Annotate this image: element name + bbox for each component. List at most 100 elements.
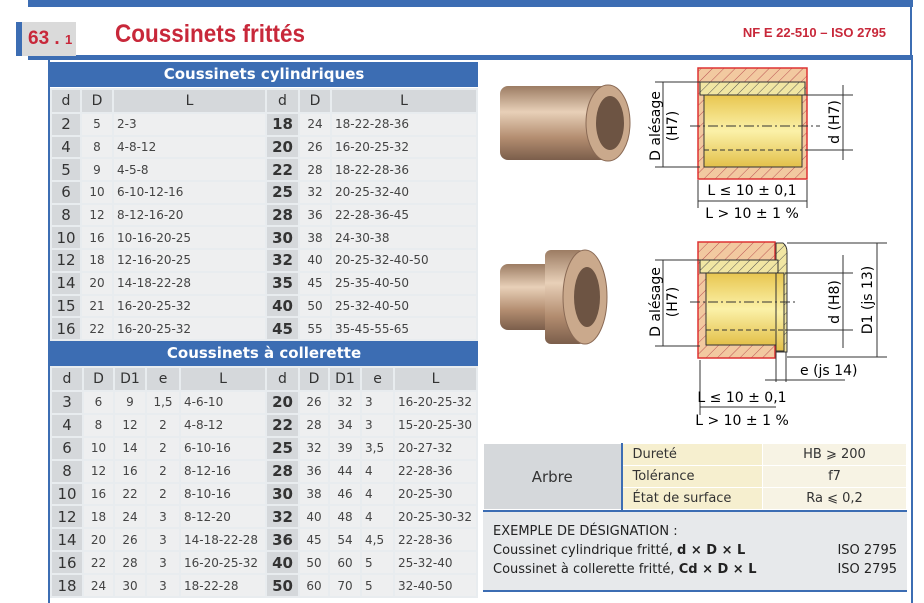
- header-border: [28, 55, 913, 60]
- column-header: D: [298, 366, 330, 392]
- table-cell: 25-35-40-50: [330, 270, 478, 296]
- table-cell: 40: [265, 550, 300, 576]
- collerette-title: Coussinets à collerette: [50, 341, 478, 366]
- column-header: L: [330, 88, 478, 114]
- col-length-1: L ≤ 10 ± 0,1: [697, 390, 786, 406]
- table-cell: 36: [298, 202, 332, 228]
- table-cell: 3: [50, 390, 84, 415]
- table-cell: 4-6-10: [179, 390, 267, 415]
- cyl-bore-tol: (H7): [665, 111, 681, 141]
- table-cell: 20: [265, 134, 300, 160]
- table-row: 4 8 4-8-12 20 26 16-20-25-32: [50, 134, 478, 160]
- column-header: D: [82, 366, 115, 392]
- table-cell: 54: [328, 527, 362, 553]
- column-header: D: [298, 88, 332, 114]
- arbre-label: Arbre: [483, 443, 623, 510]
- table-cell: 25-32-40-50: [330, 293, 478, 319]
- table-cell: 3: [360, 412, 395, 438]
- cyl-length-2: L > 10 ± 1 %: [705, 206, 799, 222]
- table-cell: 3: [145, 573, 181, 599]
- table-cell: 8: [50, 458, 84, 484]
- table-cell: 28: [298, 412, 330, 438]
- table-cell: 22: [265, 412, 300, 438]
- flanged-section-drawing: D alésage (H7) d (H8) D1 (js 13) e (js 1…: [648, 241, 887, 429]
- table-cell: 18-22-28-36: [330, 112, 478, 137]
- table-row: 10 16 10-16-20-25 30 38 24-30-38: [50, 225, 478, 251]
- table-cell: 4: [360, 481, 395, 507]
- table-cell: 16: [50, 550, 84, 576]
- table-cell: 8-10-16: [179, 481, 267, 507]
- table-cell: 12: [113, 412, 147, 438]
- table-cell: 14: [50, 527, 84, 553]
- table-cell: 20-25-32-40: [330, 180, 478, 205]
- table-row: 6 10 14 2 6-10-16 25 32 39 3,5 20-27-32: [50, 435, 478, 461]
- cylindriques-title: Coussinets cylindriques: [50, 62, 478, 87]
- cylindrical-section-drawing: D alésage (H7) d (H7) L ≤ 10 ± 0,1 L > 1…: [648, 67, 853, 222]
- example-text: Coussinet à collerette fritté,: [493, 562, 679, 577]
- table-cell: 5: [80, 112, 114, 137]
- table-row: 8 12 8-12-16-20 28 36 22-28-36-45: [50, 202, 478, 228]
- table-cell: 8-12-16-20: [112, 202, 267, 228]
- table-cell: 55: [298, 316, 332, 341]
- table-cell: 18: [82, 504, 115, 530]
- arbre-table: Arbre Dureté HB ⩾ 200 Tolérance f7 État de…: [483, 443, 907, 510]
- table-cell: 38: [298, 225, 332, 251]
- table-cell: 45: [265, 316, 300, 341]
- table-cell: 32: [298, 435, 330, 461]
- bushing-drawings: D alésage (H7) d (H7) L ≤ 10 ± 0,1 L > 1…: [500, 67, 887, 429]
- table-row: 2 5 2-3 18 24 18-22-28-36: [50, 112, 478, 137]
- table-cell: 28: [298, 157, 332, 183]
- table-cell: 4: [50, 412, 84, 438]
- column-header: e: [360, 366, 395, 392]
- col-thickness-label: e (js 14): [800, 363, 857, 379]
- table-cell: 25: [265, 435, 300, 461]
- table-cell: 26: [113, 527, 147, 553]
- table-cell: 15: [50, 293, 82, 319]
- table-cell: 25: [265, 180, 300, 205]
- table-row: 14 20 26 3 14-18-22-28 36 45 54 4,5 22-28-36: [50, 527, 478, 553]
- table-cell: 8: [82, 412, 115, 438]
- top-border: [28, 0, 913, 7]
- example-formula: Cd × D × L: [678, 562, 757, 577]
- table-cell: 45: [298, 527, 330, 553]
- table-cell: 60: [328, 550, 362, 576]
- table-cell: 4,5: [360, 527, 395, 553]
- table-cell: 48: [328, 504, 362, 530]
- table-row: 16 22 28 3 16-20-25-32 40 50 60 5 25-32-40: [50, 550, 478, 576]
- table-cell: 3: [145, 550, 181, 576]
- table-cell: 3: [145, 504, 181, 530]
- table-cell: 12: [50, 248, 82, 273]
- table-cell: 14-18-22-28: [112, 270, 267, 296]
- table-cell: 3: [145, 527, 181, 553]
- table-cell: 6: [50, 435, 84, 461]
- table-cell: 2: [145, 458, 181, 484]
- table-cell: 35-45-55-65: [330, 316, 478, 341]
- table-cell: 46: [328, 481, 362, 507]
- table-cell: 18-22-28-36: [330, 157, 478, 183]
- table-cell: 32: [298, 180, 332, 205]
- table-cell: 36: [298, 458, 330, 484]
- header-band: [50, 7, 912, 55]
- table-cell: 45: [298, 270, 332, 296]
- table-cell: 10: [80, 180, 114, 205]
- table-cell: 14: [50, 270, 82, 296]
- col-flange-label: D1 (js 13): [860, 266, 876, 335]
- table-cell: 50: [298, 550, 330, 576]
- property-name: État de surface: [621, 487, 763, 510]
- table-cell: 8: [50, 202, 82, 228]
- table-cell: 20-27-32: [393, 435, 478, 461]
- column-header: L: [393, 366, 478, 392]
- table-cell: 26: [298, 134, 332, 160]
- example-formula: d × D × L: [677, 543, 746, 558]
- table-cell: 35: [265, 270, 300, 296]
- table-cell: 22: [80, 316, 114, 341]
- table-cell: 16: [80, 225, 114, 251]
- table-cell: 18: [50, 573, 84, 599]
- table-cell: 32-40-50: [393, 573, 478, 599]
- table-cell: 28: [265, 202, 300, 228]
- cyl-bore-label: D alésage: [648, 91, 664, 161]
- table-cell: 2: [145, 481, 181, 507]
- section-number-sub: 1: [64, 32, 73, 47]
- table-cell: 30: [265, 481, 300, 507]
